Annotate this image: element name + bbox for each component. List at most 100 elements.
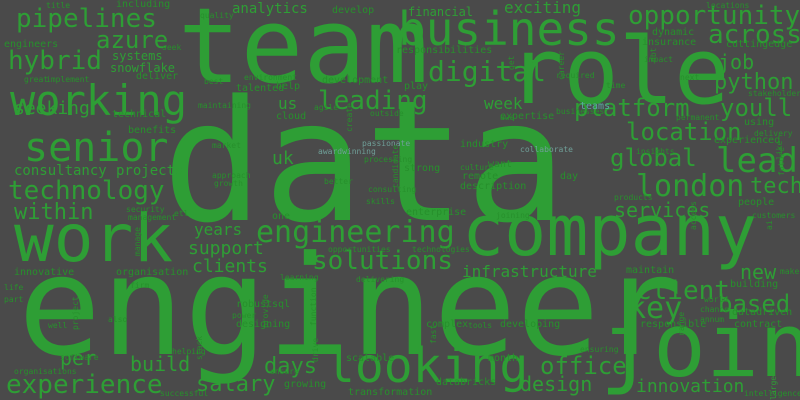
word-developing: developing <box>500 319 561 330</box>
word-fast: fast <box>429 324 438 344</box>
word-stack: stack <box>195 335 204 360</box>
word-design: design <box>520 372 593 396</box>
word-agile: agile <box>314 103 339 112</box>
word-senior: senior <box>24 125 169 171</box>
word-engineers: engineers <box>4 39 59 50</box>
word-culture: culture <box>460 163 494 172</box>
word-management: management <box>128 213 177 222</box>
word-build: build <box>130 352 191 376</box>
word-month: month <box>488 353 519 364</box>
word-working: working <box>10 76 188 125</box>
word-years: years <box>194 220 243 239</box>
word-remote: remote <box>462 171 499 182</box>
word-required: required <box>556 71 595 80</box>
word-growing: growing <box>284 379 327 390</box>
word-part: part <box>4 295 24 304</box>
word-environment: environment <box>244 73 297 82</box>
word-youll: youll <box>720 94 793 122</box>
word-across: across <box>708 20 800 50</box>
word-cuttingedge: cuttingedge <box>726 39 793 50</box>
word-dbt: dbt <box>649 47 658 62</box>
word-businesses: businesses <box>556 107 605 116</box>
word-exciting: exciting <box>504 0 582 17</box>
word-security: security <box>126 205 165 214</box>
word-hybrid: hybrid <box>8 46 102 76</box>
word-building: building <box>730 279 779 290</box>
word-project: project <box>71 296 80 330</box>
word-career: career <box>557 51 566 80</box>
word-growth: growth <box>214 179 243 188</box>
word-market: market <box>212 141 241 150</box>
word-london: london <box>636 169 745 204</box>
word-projects: projects <box>116 163 184 179</box>
word-support: support <box>188 238 264 259</box>
word-python: python <box>714 70 794 95</box>
word-experienced: experienced <box>714 135 781 146</box>
word-location: location <box>626 118 742 146</box>
word-engineering: engineering <box>256 215 455 250</box>
word-etl: etl <box>174 209 189 218</box>
word-insights: insights <box>636 147 675 156</box>
word-play: play <box>404 81 429 92</box>
word-maintain: maintain <box>626 265 675 276</box>
word-better: better <box>324 177 353 186</box>
word-customers: customers <box>752 211 796 220</box>
word-want: want <box>488 159 513 170</box>
word-innovative: innovative <box>14 267 75 278</box>
word-including: including <box>116 0 171 10</box>
word-organisations: organisations <box>14 367 77 376</box>
word-technical: technical <box>112 109 167 120</box>
word-seeking: seeking <box>14 98 90 119</box>
word-insurance: insurance <box>642 37 697 48</box>
word-expertise: expertise <box>500 111 555 122</box>
word-key: key <box>628 291 683 326</box>
word-annum: annum <box>700 315 725 324</box>
word-next: next <box>680 73 700 82</box>
word-drive: drive <box>311 337 320 362</box>
word-stakeholders: stakeholders <box>748 89 800 98</box>
word-contract: contract <box>734 319 783 330</box>
word-development: development <box>322 75 389 86</box>
word-candidate: candidate <box>391 144 400 188</box>
word-chance: chance <box>700 305 729 314</box>
word-well: well <box>48 321 68 330</box>
word-awardwinning: awardwinning <box>318 147 376 156</box>
word-like: like <box>775 140 784 160</box>
word-talented: talented <box>236 83 285 94</box>
word-life: life <box>4 283 24 292</box>
word-consultancy: consultancy <box>14 163 107 179</box>
word-teams: teams <box>580 101 611 112</box>
word-complex: complex <box>426 319 469 330</box>
word-responsibilities: responsibilities <box>396 45 493 56</box>
word-uk: uk <box>272 148 294 169</box>
word-tech: tech <box>750 174 800 199</box>
word-delivery: delivery <box>754 129 793 138</box>
word-implement: implement <box>46 75 90 84</box>
word-joining: joining <box>496 211 530 220</box>
word-also: also <box>108 315 128 324</box>
word-responsible: responsible <box>640 319 707 330</box>
word-databricks: databricks <box>436 377 497 388</box>
word-description: description <box>460 181 527 192</box>
word-range: range <box>677 311 686 336</box>
word-collaborate: collaborate <box>520 145 573 154</box>
word-financial: financial <box>408 5 474 19</box>
word-per: per <box>60 346 97 370</box>
word-organisation: organisation <box>116 267 189 278</box>
word-analytics: analytics <box>232 1 308 17</box>
word-access: access <box>689 201 698 230</box>
word-time: time <box>606 81 626 90</box>
word-technologies: technologies <box>412 245 470 254</box>
word-azure: azure <box>96 26 169 54</box>
word-clients: clients <box>192 256 268 277</box>
word-based: based <box>718 290 791 318</box>
word-impact: impact <box>644 55 673 64</box>
word-create: create <box>345 103 354 132</box>
word-software: software <box>60 353 99 362</box>
word-snowflake: snowflake <box>110 61 176 75</box>
word-world: world <box>704 295 729 304</box>
word-experience: experience <box>6 370 163 400</box>
word-passionate: passionate <box>362 139 411 148</box>
word-tools: tools <box>468 321 493 330</box>
